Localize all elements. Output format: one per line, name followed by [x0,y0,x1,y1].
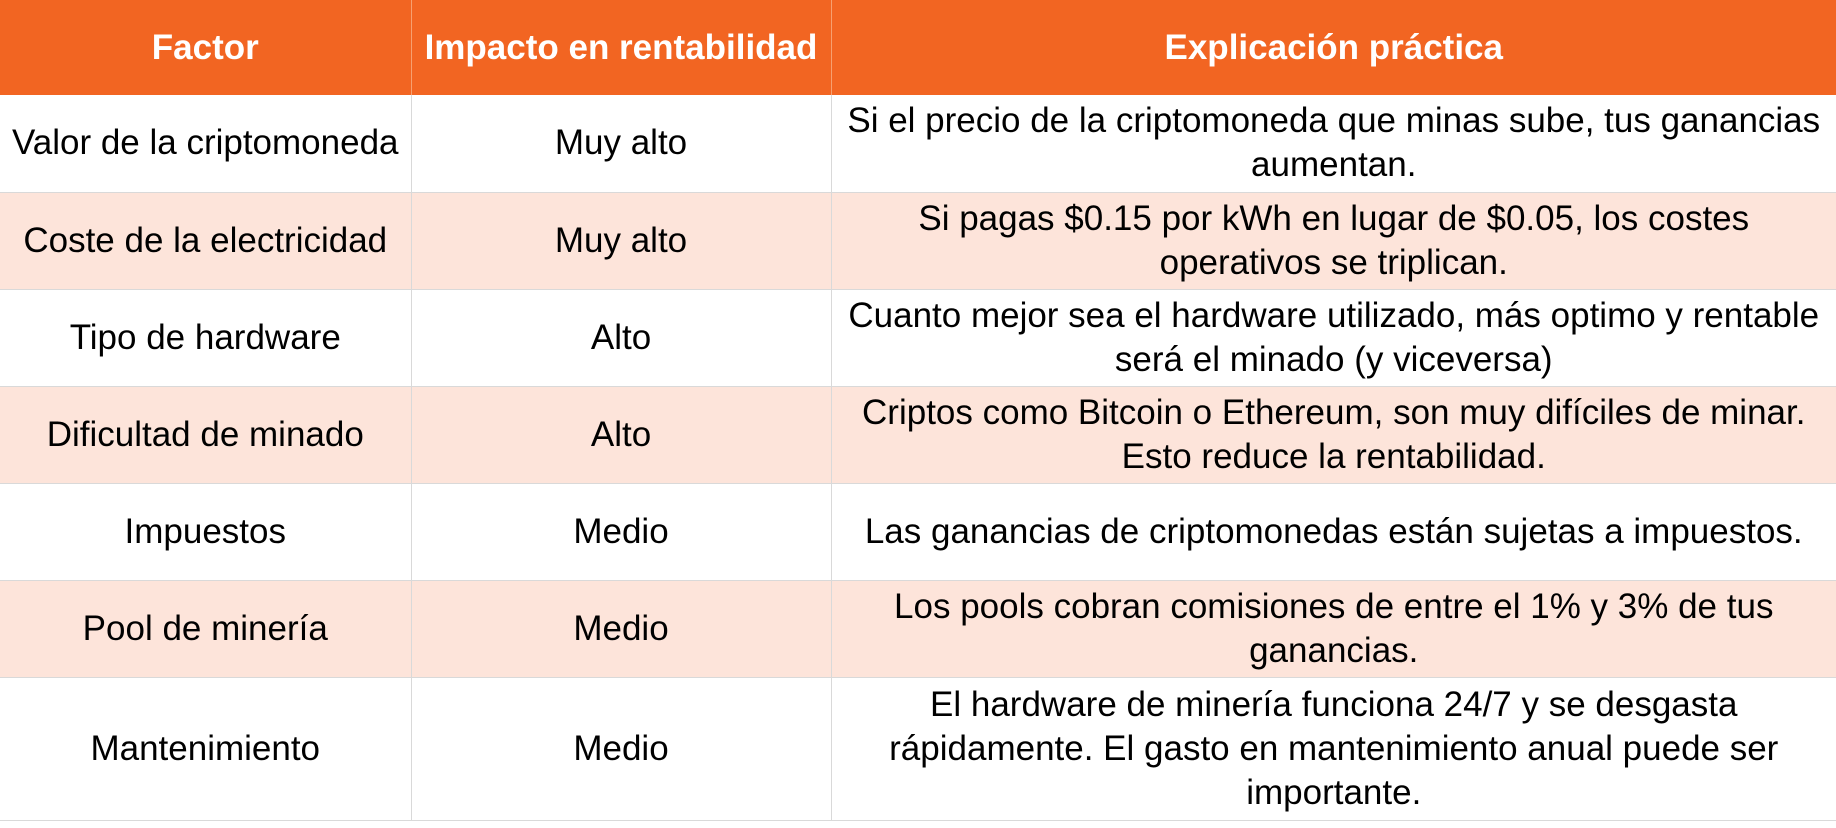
table-row: Coste de la electricidad Muy alto Si pag… [0,192,1836,290]
impact-cell: Medio [411,483,832,581]
table-row: Pool de minería Medio Los pools cobran c… [0,580,1836,678]
impact-cell: Alto [411,289,832,387]
impact-cell: Medio [411,580,832,678]
factor-cell: Valor de la criptomoneda [0,95,412,193]
explanation-cell: El hardware de minería funciona 24/7 y s… [831,677,1836,821]
factor-cell: Tipo de hardware [0,289,412,387]
impact-cell: Muy alto [411,192,832,290]
impact-cell: Alto [411,386,832,484]
explanation-cell: Si el precio de la criptomoneda que mina… [831,95,1836,193]
explanation-cell: Si pagas $0.15 por kWh en lugar de $0.05… [831,192,1836,290]
table-row: Impuestos Medio Las ganancias de criptom… [0,483,1836,581]
factor-cell: Pool de minería [0,580,412,678]
factor-cell: Mantenimiento [0,677,412,821]
impact-cell: Muy alto [411,95,832,193]
factor-cell: Coste de la electricidad [0,192,412,290]
table-row: Dificultad de minado Alto Criptos como B… [0,386,1836,484]
explanation-cell: Cuanto mejor sea el hardware utilizado, … [831,289,1836,387]
factor-cell: Impuestos [0,483,412,581]
explanation-cell: Los pools cobran comisiones de entre el … [831,580,1836,678]
factor-cell: Dificultad de minado [0,386,412,484]
table-header-row: Factor Impacto en rentabilidad Explicaci… [0,0,1836,95]
header-factor: Factor [0,0,412,95]
impact-cell: Medio [411,677,832,821]
table-row: Valor de la criptomoneda Muy alto Si el … [0,95,1836,193]
header-impact: Impacto en rentabilidad [411,0,832,95]
explanation-cell: Criptos como Bitcoin o Ethereum, son muy… [831,386,1836,484]
table-row: Tipo de hardware Alto Cuanto mejor sea e… [0,289,1836,387]
header-explanation: Explicación práctica [831,0,1836,95]
table-row: Mantenimiento Medio El hardware de miner… [0,677,1836,821]
explanation-cell: Las ganancias de criptomonedas están suj… [831,483,1836,581]
